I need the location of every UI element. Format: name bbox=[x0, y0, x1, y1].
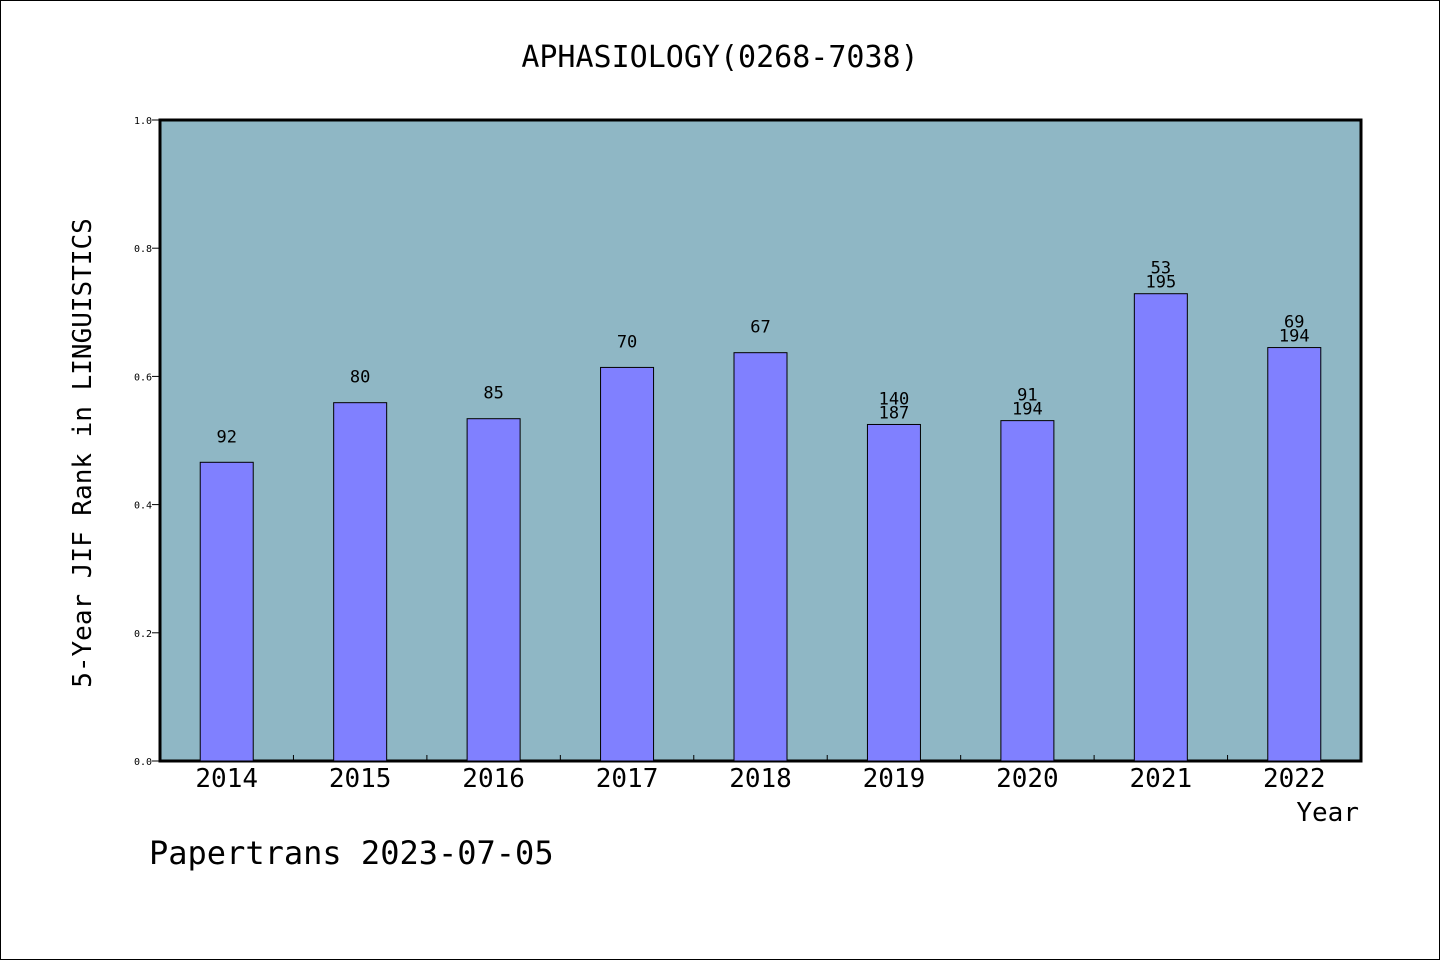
bar-label-2018: 67 bbox=[750, 318, 770, 338]
x-tick-label-2015: 2015 bbox=[329, 764, 392, 794]
chart-title: APHASIOLOGY(0268-7038) bbox=[521, 40, 918, 75]
x-tick-label-2014: 2014 bbox=[195, 764, 258, 794]
x-tick-label-2022: 2022 bbox=[1263, 764, 1326, 794]
bar-2022 bbox=[1267, 347, 1322, 762]
y-tick-label: 0.6 bbox=[134, 372, 152, 383]
y-axis-title: 5-Year JIF Rank in LINGUISTICS bbox=[68, 218, 98, 688]
bar-label-2014: 92 bbox=[216, 427, 236, 447]
y-tick-label: 0.8 bbox=[134, 244, 152, 255]
bar-2020 bbox=[1000, 420, 1055, 762]
x-tick-label-2021: 2021 bbox=[1130, 764, 1193, 794]
bar-2016 bbox=[466, 418, 521, 762]
x-tick-label-2018: 2018 bbox=[729, 764, 792, 794]
bar-2017 bbox=[600, 366, 655, 762]
y-tick-label: 0.4 bbox=[134, 501, 152, 512]
bar-label-2017: 70 bbox=[617, 332, 637, 352]
x-tick-label-2016: 2016 bbox=[462, 764, 525, 794]
y-tick-label: 0.2 bbox=[134, 629, 152, 640]
bar-label-2022-rank: 69 bbox=[1284, 313, 1304, 333]
bar-label-2016: 85 bbox=[483, 384, 503, 404]
bar-2021 bbox=[1133, 293, 1188, 762]
bar-2019 bbox=[866, 423, 921, 762]
y-tick-label: 0.0 bbox=[134, 757, 152, 768]
bar-label-2021-total: 195 bbox=[1145, 273, 1176, 293]
bar-2014 bbox=[199, 461, 254, 762]
bar-label-2020-rank: 91 bbox=[1017, 386, 1037, 406]
bar-label-2019-rank: 140 bbox=[879, 389, 910, 409]
x-tick-label-2019: 2019 bbox=[863, 764, 926, 794]
bar-label-2022-total: 194 bbox=[1279, 327, 1310, 347]
bar-2018 bbox=[733, 352, 788, 762]
bar-label-2020-total: 194 bbox=[1012, 400, 1043, 420]
bar-label-2015: 80 bbox=[350, 368, 370, 388]
x-axis-title: Year bbox=[1296, 798, 1359, 828]
footer-text: Papertrans 2023-07-05 bbox=[149, 834, 554, 872]
bar-label-2019-total: 187 bbox=[879, 403, 910, 423]
x-tick-label-2017: 2017 bbox=[596, 764, 659, 794]
bar-2015 bbox=[333, 402, 388, 762]
bar-label-2021-rank: 53 bbox=[1151, 259, 1171, 279]
x-tick-label-2020: 2020 bbox=[996, 764, 1059, 794]
y-tick-label: 1.0 bbox=[134, 116, 152, 127]
